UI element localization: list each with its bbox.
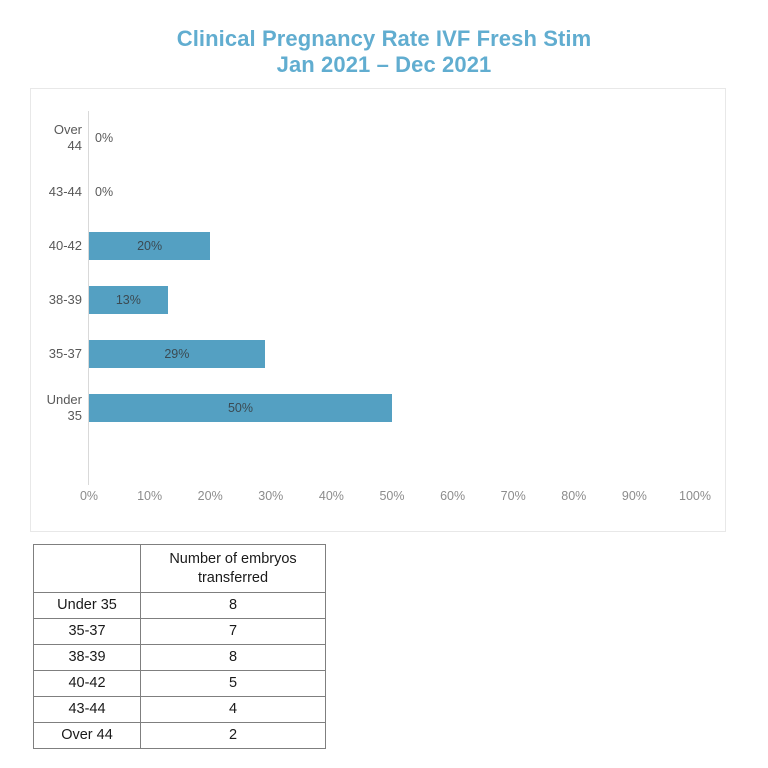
table-header-embryos-line-2: transferred [197, 569, 269, 586]
table-header-row: Number of embryos transferred [33, 544, 326, 593]
table-cell-embryos-transferred: 8 [140, 644, 326, 671]
table-cell-age-group: 38-39 [33, 644, 141, 671]
bar-fill[interactable] [89, 340, 265, 368]
bar-row: 43-44 0% [31, 165, 725, 219]
table-header-embryos: Number of embryos transferred [140, 544, 326, 593]
bar-category-label: Under 35 [31, 392, 82, 424]
table-row: 43-44 4 [33, 696, 326, 723]
x-axis-tick-label: 60% [440, 489, 466, 503]
bar-category-label: Over 44 [31, 122, 82, 154]
bar-category-label-line-1: Over [53, 122, 82, 137]
bar-category-label-line-1: 43-44 [48, 184, 82, 199]
x-axis-tick-label: 50% [379, 489, 405, 503]
table-cell-embryos-transferred: 5 [140, 670, 326, 697]
bar-value-label: 13% [115, 293, 141, 307]
table-row: 40-42 5 [33, 670, 326, 697]
bar-category-label-line-1: 40-42 [48, 238, 82, 253]
bar-row: Over 44 0% [31, 111, 725, 165]
bar-value-label: 29% [164, 347, 190, 361]
x-axis-tick-label: 100% [679, 489, 711, 503]
bar-category-label-line-1: 35-37 [48, 346, 82, 361]
table-cell-age-group: Under 35 [33, 592, 141, 619]
table-row: 38-39 8 [33, 644, 326, 671]
x-axis-tick-label: 20% [197, 489, 223, 503]
bar-row: Under 35 50% [31, 381, 725, 435]
bar-fill[interactable] [89, 394, 392, 422]
bar-category-label: 40-42 [31, 238, 82, 254]
bar-value-label: 20% [137, 239, 163, 253]
bar-fill[interactable] [89, 232, 211, 260]
bar-category-label-line-2: 44 [67, 138, 82, 153]
bar-category-label: 43-44 [31, 184, 82, 200]
bar-track: 20% [89, 232, 695, 260]
table-cell-age-group: 43-44 [33, 696, 141, 723]
bar-row: 35-37 29% [31, 327, 725, 381]
bar-category-label-line-1: 38-39 [48, 292, 82, 307]
x-axis-tick-label: 10% [137, 489, 163, 503]
bar-row: 38-39 13% [31, 273, 725, 327]
table-row: Over 44 2 [33, 722, 326, 749]
plot-area: Over 44 0% 43-44 0% 40-42 20% 38-39 13% 35-37 29% U… [31, 89, 725, 531]
bar-category-label-line-1: Under [46, 392, 82, 407]
bar-row: 40-42 20% [31, 219, 725, 273]
table-header-blank [33, 544, 141, 593]
bar-track: 0% [89, 124, 695, 152]
category-axis-line [88, 111, 89, 485]
table-cell-embryos-transferred: 7 [140, 618, 326, 645]
bar-track: 50% [89, 394, 695, 422]
chart-title-line-1: Clinical Pregnancy Rate IVF Fresh Stim [176, 26, 592, 51]
table-body: Under 35 8 35-37 7 38-39 8 40-42 5 43-44 4 Over 44… [33, 592, 326, 749]
embryos-transferred-table: Number of embryos transferred Under 35 8 3… [33, 544, 326, 749]
x-axis-tick-label: 90% [621, 489, 647, 503]
table-cell-embryos-transferred: 2 [140, 722, 326, 749]
table-cell-age-group: 40-42 [33, 670, 141, 697]
table-cell-age-group: 35-37 [33, 618, 141, 645]
x-axis-tick-label: 0% [79, 489, 99, 503]
table-row: Under 35 8 [33, 592, 326, 619]
bar-category-label-line-2: 35 [67, 408, 82, 423]
bar-category-label: 38-39 [31, 292, 82, 308]
bar-track: 29% [89, 340, 695, 368]
chart-title: Clinical Pregnancy Rate IVF Fresh Stim J… [0, 26, 768, 78]
table-row: 35-37 7 [33, 618, 326, 645]
x-axis-tick-labels: 0% 10% 20% 30% 40% 50% 60% 70% 80% 90% 100% [80, 487, 711, 511]
x-axis-tick-label: 70% [500, 489, 526, 503]
bar-value-label: 0% [95, 131, 114, 145]
bar-chart: Over 44 0% 43-44 0% 40-42 20% 38-39 13% 35-37 29% U… [30, 88, 726, 532]
bar-value-label: 50% [227, 401, 254, 415]
bar-category-label: 35-37 [31, 346, 82, 362]
chart-title-line-2: Jan 2021 – Dec 2021 [276, 52, 492, 77]
table-cell-embryos-transferred: 8 [140, 592, 326, 619]
bar-track: 13% [89, 286, 695, 314]
x-axis-tick-label: 30% [258, 489, 284, 503]
bar-fill[interactable] [89, 286, 168, 314]
bar-track: 0% [89, 178, 695, 206]
bar-value-label: 0% [95, 185, 114, 199]
table-cell-embryos-transferred: 4 [140, 696, 326, 723]
x-axis-tick-label: 80% [561, 489, 587, 503]
x-axis-tick-label: 40% [318, 489, 344, 503]
table-cell-age-group: Over 44 [33, 722, 141, 749]
table-header-embryos-line-1: Number of embryos [169, 550, 297, 567]
